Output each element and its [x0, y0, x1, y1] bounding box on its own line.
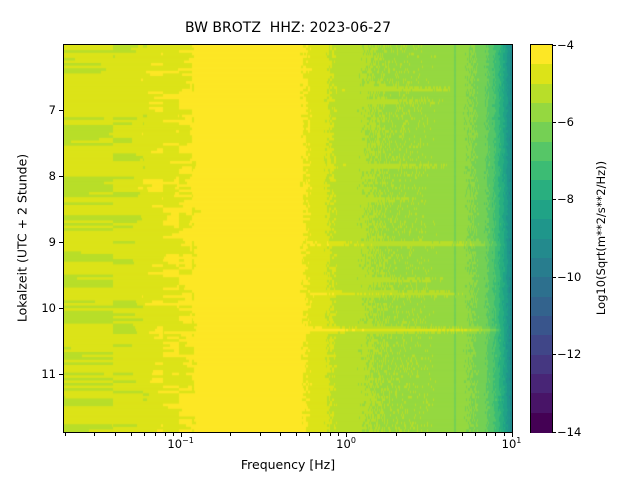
x-tick-label-exponent: −1	[182, 436, 194, 445]
y-tick-label: 10	[41, 300, 56, 315]
plot-area	[63, 44, 513, 433]
x-minor-tick	[424, 433, 426, 436]
colorbar-swatch	[531, 64, 552, 85]
colorbar-swatch	[531, 161, 552, 182]
colorbar-label: Log10(Sqrt(m**2/s**2/Hz))	[594, 160, 608, 316]
colorbar-swatch	[531, 180, 552, 201]
colorbar-swatch	[531, 122, 552, 143]
colorbar	[530, 44, 553, 433]
x-minor-tick	[154, 433, 156, 436]
colorbar-swatch	[531, 257, 552, 278]
colorbar-swatch	[531, 141, 552, 162]
y-tick	[59, 241, 63, 243]
colorbar-swatch	[531, 83, 552, 104]
x-major-tick	[180, 433, 182, 437]
x-tick-label-base: 10	[501, 437, 517, 451]
x-tick-label-exponent: 1	[516, 436, 522, 445]
colorbar-tick-label: −4	[557, 37, 574, 52]
colorbar-tick	[552, 354, 556, 356]
colorbar-swatch	[531, 373, 552, 394]
x-tick-label: 100	[336, 436, 356, 451]
x-minor-tick	[94, 433, 96, 436]
x-minor-tick	[330, 433, 331, 436]
colorbar-tick-label: −14	[557, 424, 582, 439]
colorbar-tick-label: −12	[557, 347, 582, 362]
y-tick-label: 9	[48, 234, 56, 249]
x-minor-tick	[164, 433, 166, 436]
x-minor-tick	[395, 433, 397, 436]
colorbar-tick	[552, 431, 556, 433]
x-minor-tick	[320, 433, 322, 436]
y-tick	[59, 110, 63, 112]
colorbar-tick	[552, 121, 556, 123]
colorbar-swatch	[531, 354, 552, 375]
x-tick-label-exponent: 0	[350, 436, 356, 445]
colorbar-swatch	[531, 277, 552, 298]
colorbar-tick	[552, 44, 556, 46]
spectrogram-canvas	[64, 45, 512, 432]
colorbar-swatch	[531, 315, 552, 336]
x-tick-label: 101	[501, 436, 522, 451]
x-minor-tick	[445, 433, 447, 436]
x-minor-tick	[461, 433, 463, 436]
colorbar-tick-label: −6	[557, 114, 574, 129]
x-minor-tick	[230, 433, 232, 436]
y-tick-label: 7	[48, 103, 56, 118]
x-minor-tick	[64, 433, 66, 436]
colorbar-swatch	[531, 393, 552, 414]
x-minor-tick	[485, 433, 487, 436]
colorbar-tick-label: −8	[557, 192, 574, 207]
colorbar-swatch	[531, 335, 552, 356]
y-axis-label: Lokalzeit (UTC + 2 Stunde)	[14, 153, 30, 323]
x-minor-tick	[309, 433, 311, 436]
y-tick-label: 11	[41, 366, 56, 381]
colorbar-swatch	[531, 219, 552, 240]
x-tick-label-base: 10	[336, 437, 351, 451]
x-minor-tick	[495, 433, 497, 436]
x-tick-label: 10−1	[167, 436, 194, 451]
x-minor-tick	[143, 433, 145, 436]
x-minor-tick	[114, 433, 116, 436]
x-major-tick	[346, 433, 348, 437]
y-tick	[59, 373, 63, 375]
colorbar-swatch	[531, 412, 552, 433]
x-minor-tick	[130, 433, 132, 436]
x-axis-label: Frequency [Hz]	[240, 457, 336, 472]
x-minor-tick	[259, 433, 261, 436]
colorbar-tick	[552, 199, 556, 201]
x-minor-tick	[503, 433, 505, 436]
y-tick	[59, 307, 63, 309]
y-tick-label: 8	[48, 169, 56, 184]
y-tick	[59, 176, 63, 178]
colorbar-tick-label: −10	[557, 269, 582, 284]
colorbar-swatch	[531, 238, 552, 259]
x-minor-tick	[280, 433, 282, 436]
colorbar-swatch	[531, 296, 552, 317]
colorbar-swatch	[531, 45, 552, 65]
colorbar-swatch	[531, 199, 552, 220]
x-minor-tick	[474, 433, 476, 436]
x-minor-tick	[173, 433, 175, 436]
x-minor-tick	[296, 433, 298, 436]
colorbar-tick	[552, 276, 556, 278]
x-minor-tick	[338, 433, 340, 436]
colorbar-swatch	[531, 103, 552, 123]
chart-title: BW BROTZ HHZ: 2023-06-27	[185, 20, 391, 36]
x-tick-label-base: 10	[167, 437, 183, 451]
x-major-tick	[511, 433, 513, 437]
